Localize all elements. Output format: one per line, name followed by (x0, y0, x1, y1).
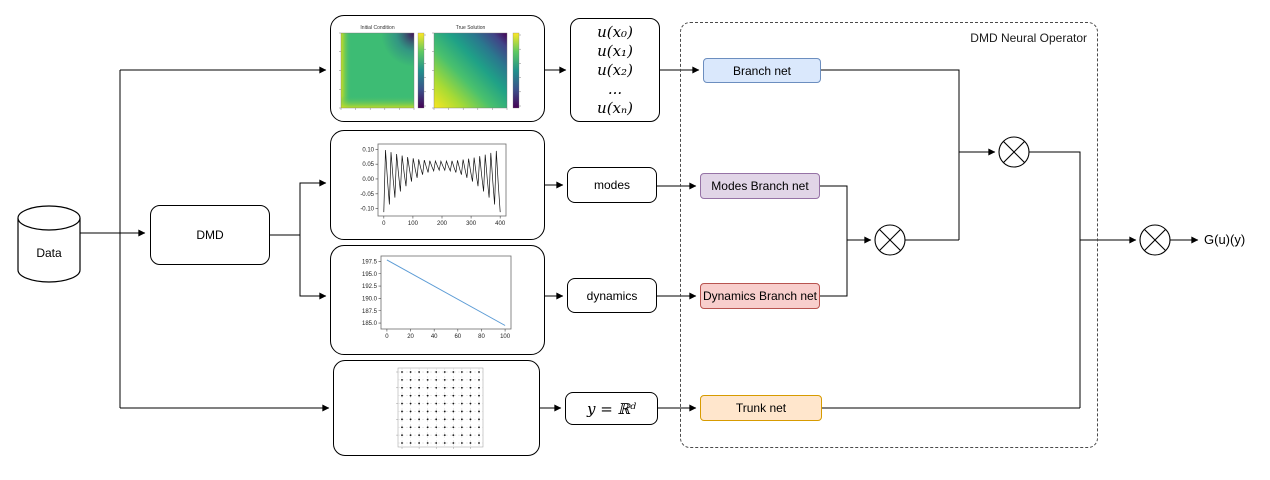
svg-text:200: 200 (437, 221, 448, 227)
sensor-grid-scatter-plot (396, 367, 484, 449)
dmd-label: DMD (196, 228, 224, 242)
modes-branch-net-label: Modes Branch net (711, 179, 809, 193)
modes-branch-net-node: Modes Branch net (700, 173, 820, 199)
y-domain-label: y = ℝᵈ (586, 399, 637, 418)
svg-text:100: 100 (408, 221, 419, 227)
u-sample-line: u(xₙ) (597, 98, 633, 117)
svg-text:-0.05: -0.05 (360, 192, 374, 198)
data-node-label: Data (36, 246, 62, 260)
svg-text:190.0: 190.0 (362, 296, 378, 302)
group-title: DMD Neural Operator (970, 31, 1087, 45)
edge-branchnet-to-join (820, 69, 960, 240)
modes-plot-node: 0 100 200 300 400 0.10 0.05 0.00 -0.05 -0.10 (330, 130, 545, 240)
svg-text:100: 100 (500, 334, 511, 340)
tensor-product-icon (874, 224, 906, 256)
svg-text:187.5: 187.5 (362, 309, 378, 315)
svg-text:197.5: 197.5 (362, 259, 378, 265)
tensor-product-icon (998, 136, 1030, 168)
snapshots-plot-node: Initial Condition True Solution (330, 15, 545, 122)
dynamics-node: dynamics (567, 278, 657, 313)
svg-text:0: 0 (382, 221, 386, 227)
svg-text:0.00: 0.00 (362, 177, 374, 183)
u-sample-line: u(x₂) (597, 60, 633, 79)
edge-modesbranch-to-merge (820, 185, 848, 240)
svg-text:40: 40 (431, 334, 438, 340)
u-sample-line: u(x₁) (597, 41, 633, 60)
svg-text:Initial Condition: Initial Condition (360, 25, 394, 31)
u-sample-line: ... (607, 79, 623, 98)
trunk-net-node: Trunk net (700, 395, 822, 421)
edge-tensor2-out (1029, 151, 1081, 408)
modes-node: modes (567, 167, 657, 203)
dynamics-label: dynamics (586, 288, 638, 303)
svg-text:300: 300 (466, 221, 477, 227)
edge-dmd-to-dynamics-plot (299, 235, 327, 300)
svg-text:-0.10: -0.10 (360, 207, 374, 213)
dynamics-branch-net-node: Dynamics Branch net (700, 283, 820, 309)
edge-dmd-to-modes-plot (270, 179, 327, 236)
svg-text:192.5: 192.5 (362, 284, 378, 290)
branch-net-label: Branch net (732, 63, 792, 78)
dmd-node: DMD (150, 205, 270, 265)
trunk-net-label: Trunk net (735, 401, 787, 415)
y-domain-node: y = ℝᵈ (565, 392, 658, 425)
edge-dynamicsbranch-to-merge (820, 240, 848, 297)
u-samples-node: u(x₀) u(x₁) u(x₂) ... u(xₙ) (570, 18, 660, 122)
svg-text:0.10: 0.10 (362, 147, 374, 153)
dynamics-plot-node: 0 20 40 60 80 100 197.5 195.0 192.5 190.0 187.5 185… (330, 245, 545, 355)
output-label: G(u)(y) (1204, 232, 1246, 247)
tensor-product-icon (1139, 224, 1171, 256)
svg-text:0.05: 0.05 (362, 162, 374, 168)
dynamics-branch-net-label: Dynamics Branch net (702, 289, 818, 303)
sensor-grid-plot-node (333, 360, 540, 456)
svg-text:60: 60 (454, 334, 461, 340)
svg-text:80: 80 (478, 334, 485, 340)
u-sample-line: u(x₀) (597, 22, 633, 41)
dmd-neural-operator-group: DMD Neural Operator (680, 22, 1098, 448)
svg-text:195.0: 195.0 (362, 272, 378, 278)
database-cylinder-icon (17, 205, 81, 283)
svg-text:400: 400 (495, 221, 506, 227)
svg-text:0: 0 (385, 334, 389, 340)
heatmap-pair-plot: Initial Condition True Solution (339, 25, 521, 110)
modes-line-plot: 0 100 200 300 400 0.10 0.05 0.00 -0.05 -0.10 (360, 143, 507, 227)
branch-net-node: Branch net (703, 58, 821, 83)
svg-text:185.0: 185.0 (362, 321, 378, 327)
modes-label: modes (593, 178, 631, 192)
svg-text:True Solution: True Solution (456, 25, 486, 31)
dynamics-line-plot: 0 20 40 60 80 100 197.5 195.0 192.5 190.0 187.5 185… (362, 255, 512, 340)
svg-text:20: 20 (407, 334, 414, 340)
